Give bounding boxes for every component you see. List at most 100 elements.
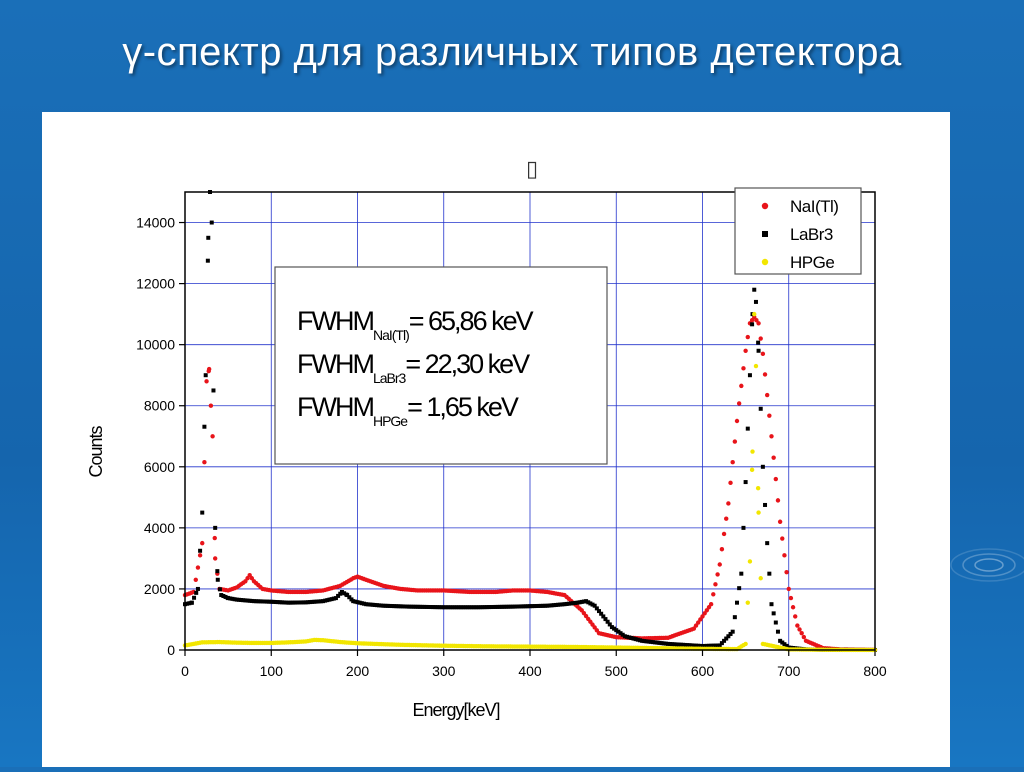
data-point — [502, 604, 507, 609]
data-point — [637, 638, 642, 643]
data-point — [241, 598, 246, 603]
data-point — [655, 640, 660, 645]
data-point — [329, 597, 334, 602]
data-point — [215, 577, 220, 582]
data-point — [245, 598, 250, 603]
x-tick-label: 0 — [181, 663, 189, 679]
data-point — [484, 605, 489, 610]
data-point — [424, 604, 429, 609]
data-point — [622, 634, 627, 639]
data-point — [543, 603, 548, 608]
data-point — [586, 600, 591, 605]
data-point — [312, 599, 317, 604]
data-point — [430, 605, 435, 610]
data-point — [547, 603, 552, 608]
data-point — [290, 600, 295, 605]
data-point — [676, 642, 681, 647]
data-point — [273, 599, 278, 604]
fwhm-line: FWHMLaBr3= 22,30 keV — [297, 349, 530, 386]
data-point — [575, 600, 580, 605]
data-point — [551, 603, 556, 608]
data-point — [245, 576, 250, 581]
data-point — [635, 637, 640, 642]
data-point — [370, 602, 375, 607]
data-point — [780, 536, 785, 541]
data-point — [603, 617, 608, 622]
data-point — [209, 220, 214, 225]
data-point — [566, 601, 571, 606]
data-point — [754, 318, 759, 323]
data-point — [599, 611, 604, 616]
data-point — [234, 597, 239, 602]
data-point — [741, 366, 746, 371]
data-point — [726, 501, 731, 506]
data-point — [573, 600, 578, 605]
data-point — [666, 641, 670, 646]
data-point — [700, 644, 705, 649]
data-point — [325, 598, 330, 603]
data-point — [295, 600, 300, 605]
data-point — [698, 617, 703, 622]
y-tick-label: 6000 — [144, 459, 175, 475]
data-point — [784, 643, 789, 648]
data-point — [736, 401, 742, 406]
data-point — [760, 351, 766, 357]
data-point — [254, 599, 259, 604]
data-point — [706, 643, 711, 648]
data-point — [308, 600, 313, 605]
data-point — [353, 599, 358, 604]
data-point — [753, 299, 758, 304]
x-tick-label: 500 — [605, 663, 629, 679]
fwhm-line: FWHMNaI(Tl)= 65,86 keV — [297, 306, 534, 343]
data-point — [769, 434, 774, 439]
data-point — [694, 643, 699, 648]
data-point — [797, 627, 802, 632]
data-point — [236, 597, 241, 602]
data-point — [400, 604, 405, 609]
data-point — [523, 604, 528, 609]
data-point — [719, 641, 724, 646]
data-point — [202, 424, 207, 429]
data-point — [396, 604, 401, 609]
data-point — [644, 639, 649, 644]
data-point — [413, 604, 418, 609]
data-point — [379, 603, 384, 608]
data-point — [198, 548, 203, 553]
data-point — [743, 348, 748, 353]
data-point — [758, 406, 763, 411]
data-point — [256, 599, 261, 604]
data-point — [745, 334, 750, 340]
data-point — [301, 600, 306, 605]
data-point — [383, 603, 388, 608]
fwhm-line: FWHMHPGe= 1,65 keV — [297, 392, 519, 429]
data-point — [782, 553, 787, 558]
data-point — [480, 605, 485, 610]
data-point — [204, 379, 209, 384]
data-point — [499, 604, 504, 609]
data-point — [747, 373, 752, 378]
data-point — [745, 600, 750, 605]
data-point — [717, 643, 722, 648]
data-point — [200, 510, 205, 515]
data-point — [512, 604, 517, 609]
data-point — [210, 434, 215, 439]
data-point — [553, 602, 558, 607]
data-point — [491, 604, 496, 609]
data-point — [443, 605, 448, 610]
data-point — [385, 603, 390, 608]
data-point — [377, 603, 382, 608]
data-point — [428, 605, 433, 610]
data-point — [232, 597, 237, 602]
data-point — [562, 602, 567, 607]
data-point — [702, 611, 707, 616]
data-point — [230, 596, 235, 601]
data-point — [743, 641, 748, 647]
data-point — [739, 571, 744, 576]
data-point — [345, 593, 350, 598]
data-point — [607, 622, 612, 627]
data-point — [614, 628, 619, 633]
data-point — [752, 287, 757, 292]
legend-marker — [761, 202, 769, 210]
data-point — [730, 629, 735, 634]
data-point — [228, 596, 233, 601]
